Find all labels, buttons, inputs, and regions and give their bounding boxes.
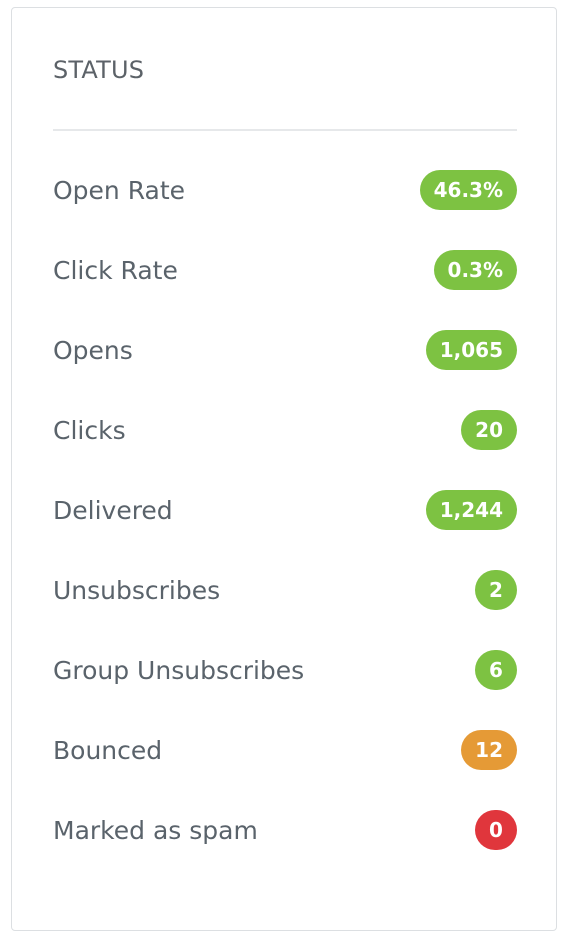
- stat-label-marked-as-spam: Marked as spam: [53, 815, 258, 845]
- stat-label-clicks: Clicks: [53, 415, 126, 445]
- stat-badge-delivered: 1,244: [425, 490, 517, 530]
- stat-label-open-rate: Open Rate: [53, 175, 186, 205]
- stat-badge-click-rate: 0.3%: [433, 250, 517, 290]
- stat-label-unsubscribes: Unsubscribes: [53, 575, 221, 605]
- stats-list: Open Rate 46.3% Click Rate 0.3% Opens 1,…: [53, 150, 517, 870]
- stat-row-click-rate: Click Rate 0.3%: [53, 230, 517, 310]
- stat-badge-opens: 1,065: [425, 330, 517, 370]
- stat-label-group-unsubscribes: Group Unsubscribes: [53, 655, 305, 685]
- stat-label-opens: Opens: [53, 335, 133, 365]
- stat-badge-unsubscribes: 2: [475, 570, 517, 610]
- stat-label-click-rate: Click Rate: [53, 255, 178, 285]
- stat-row-marked-as-spam: Marked as spam 0: [53, 790, 517, 870]
- stat-row-clicks: Clicks 20: [53, 390, 517, 470]
- panel-title: STATUS: [53, 56, 145, 84]
- stat-badge-clicks: 20: [461, 410, 517, 450]
- stat-row-bounced: Bounced 12: [53, 710, 517, 790]
- status-panel: STATUS Open Rate 46.3% Click Rate 0.3% O…: [11, 7, 557, 931]
- stat-badge-bounced: 12: [461, 730, 517, 770]
- title-divider: [53, 129, 517, 131]
- stat-row-open-rate: Open Rate 46.3%: [53, 150, 517, 230]
- stat-label-delivered: Delivered: [53, 495, 173, 525]
- stat-badge-marked-as-spam: 0: [475, 810, 517, 850]
- stat-label-bounced: Bounced: [53, 735, 163, 765]
- stat-row-group-unsubscribes: Group Unsubscribes 6: [53, 630, 517, 710]
- stat-row-opens: Opens 1,065: [53, 310, 517, 390]
- stat-row-delivered: Delivered 1,244: [53, 470, 517, 550]
- stat-badge-group-unsubscribes: 6: [475, 650, 517, 690]
- stat-badge-open-rate: 46.3%: [419, 170, 517, 210]
- stat-row-unsubscribes: Unsubscribes 2: [53, 550, 517, 630]
